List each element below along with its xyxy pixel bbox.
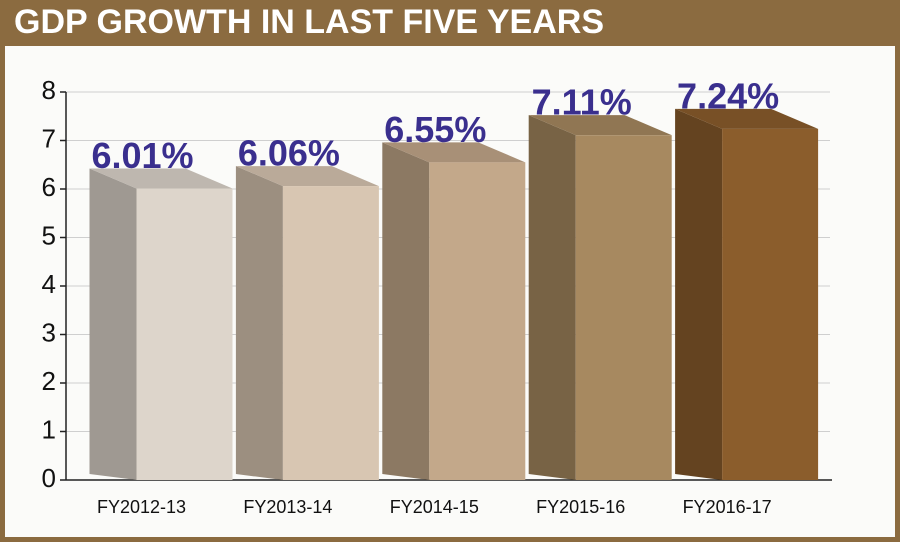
bar-side bbox=[528, 115, 576, 480]
value-label: 6.01% bbox=[91, 135, 193, 176]
bar-top bbox=[528, 115, 672, 136]
bar-top bbox=[675, 108, 819, 129]
bar bbox=[429, 162, 526, 480]
value-label: 6.06% bbox=[238, 133, 340, 174]
bar-top bbox=[89, 168, 233, 189]
bar-side bbox=[89, 168, 137, 480]
value-label: 7.24% bbox=[677, 75, 779, 116]
y-tick-label: 3 bbox=[42, 317, 56, 347]
bar-side bbox=[382, 142, 430, 480]
y-tick-label: 0 bbox=[42, 463, 56, 493]
y-tick-label: 5 bbox=[42, 220, 56, 250]
y-tick-label: 4 bbox=[42, 269, 56, 299]
value-label: 7.11% bbox=[532, 82, 632, 123]
x-tick-label: FY2016-17 bbox=[683, 497, 772, 517]
y-tick-label: 2 bbox=[42, 366, 56, 396]
x-tick-label: FY2013-14 bbox=[243, 497, 332, 517]
bar bbox=[282, 186, 379, 480]
chart-title: GDP GROWTH IN LAST FIVE YEARS bbox=[14, 3, 604, 41]
x-tick-label: FY2012-13 bbox=[97, 497, 186, 517]
x-tick-label: FY2014-15 bbox=[390, 497, 479, 517]
bar-top bbox=[235, 166, 379, 187]
value-label: 6.55% bbox=[384, 109, 486, 150]
bar bbox=[575, 135, 672, 481]
bar-top bbox=[382, 142, 526, 163]
x-tick-label: FY2015-16 bbox=[536, 497, 625, 517]
bar-side bbox=[235, 166, 283, 480]
y-tick-label: 8 bbox=[42, 75, 56, 105]
bar bbox=[722, 128, 819, 481]
y-tick-label: 6 bbox=[42, 172, 56, 202]
bar-side bbox=[675, 108, 723, 481]
y-tick-label: 7 bbox=[42, 123, 56, 153]
y-tick-label: 1 bbox=[42, 414, 56, 444]
bar bbox=[136, 188, 233, 480]
